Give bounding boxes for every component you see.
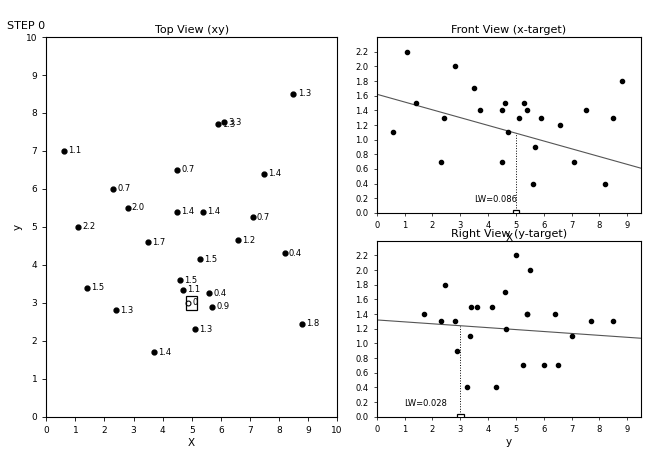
Point (487, 303, 498, 310)
Text: 3.3: 3.3 (228, 118, 241, 127)
Text: 0.4: 0.4 (289, 249, 302, 258)
Point (436, 158, 446, 165)
Point (496, 158, 507, 165)
Title: Top View (xy): Top View (xy) (155, 25, 229, 35)
Point (436, 318, 446, 325)
X-axis label: X: X (188, 438, 195, 448)
Point (388, 129, 399, 136)
Point (549, 310, 560, 318)
Text: 2.2: 2.2 (83, 222, 96, 232)
Title: Front View (x-target): Front View (x-target) (451, 25, 566, 35)
Text: 1.4: 1.4 (268, 169, 282, 178)
Point (469, 85, 479, 92)
Point (553, 362, 563, 369)
Point (580, 106, 591, 114)
X-axis label: X: X (506, 233, 512, 243)
Text: 0: 0 (192, 298, 198, 307)
Point (402, 48, 412, 56)
Text: 0.7: 0.7 (257, 213, 270, 222)
Text: 0.9: 0.9 (216, 302, 229, 311)
Point (419, 310, 430, 318)
Text: 1.1: 1.1 (68, 146, 81, 156)
Text: 1.3: 1.3 (222, 120, 235, 129)
Text: 1.3: 1.3 (199, 325, 212, 334)
Text: 1.5: 1.5 (184, 275, 198, 285)
Text: 0.4: 0.4 (214, 289, 227, 298)
Point (496, 106, 507, 114)
Bar (186, 296, 197, 310)
Point (472, 303, 483, 310)
Point (500, 99, 510, 106)
Point (569, 158, 580, 165)
Point (440, 281, 450, 288)
Text: 1.5: 1.5 (205, 255, 217, 263)
X-axis label: y: y (506, 437, 512, 447)
Point (586, 318, 596, 325)
Point (466, 303, 477, 310)
Text: 1.2: 1.2 (243, 236, 256, 244)
Text: 1.4: 1.4 (208, 207, 221, 216)
Y-axis label: y: y (13, 224, 23, 230)
Point (491, 384, 502, 391)
Point (587, 171, 598, 179)
Bar (512, 210, 520, 218)
Text: LW=0.086: LW=0.086 (474, 195, 517, 204)
Text: 1.3: 1.3 (120, 306, 134, 315)
Text: 1.4: 1.4 (158, 348, 171, 357)
Bar (457, 414, 463, 421)
Point (449, 63, 460, 70)
Point (449, 318, 460, 325)
Text: 1.3: 1.3 (297, 89, 311, 99)
Text: 0.7: 0.7 (181, 165, 194, 175)
Point (438, 114, 449, 121)
Point (410, 99, 421, 106)
Point (525, 266, 535, 274)
Point (600, 180, 610, 188)
Point (608, 114, 619, 121)
Point (527, 180, 538, 188)
Text: 1.4: 1.4 (181, 207, 194, 216)
Text: LW=0.028: LW=0.028 (405, 399, 447, 408)
Point (518, 362, 528, 369)
Text: 1.7: 1.7 (152, 238, 165, 247)
Point (475, 106, 485, 114)
Point (566, 332, 577, 340)
Text: 2.0: 2.0 (132, 203, 145, 213)
Title: Right View (y-target): Right View (y-target) (451, 229, 567, 238)
Point (522, 310, 532, 318)
Point (530, 143, 541, 150)
Point (608, 318, 619, 325)
Point (539, 362, 549, 369)
Point (465, 332, 475, 340)
Point (535, 114, 546, 121)
Point (502, 129, 513, 136)
Text: 1.8: 1.8 (307, 319, 320, 328)
Point (519, 99, 529, 106)
Text: 0.7: 0.7 (118, 184, 131, 194)
Point (500, 288, 510, 296)
Text: 1.1: 1.1 (187, 285, 200, 294)
Point (617, 77, 627, 85)
Text: 1.5: 1.5 (91, 283, 104, 292)
Text: STEP 0: STEP 0 (7, 21, 45, 31)
Point (501, 325, 512, 332)
Point (511, 252, 522, 259)
Point (514, 114, 524, 121)
Point (452, 347, 463, 355)
Point (462, 384, 473, 391)
Point (522, 106, 532, 114)
Point (555, 121, 566, 129)
Point (522, 310, 532, 318)
